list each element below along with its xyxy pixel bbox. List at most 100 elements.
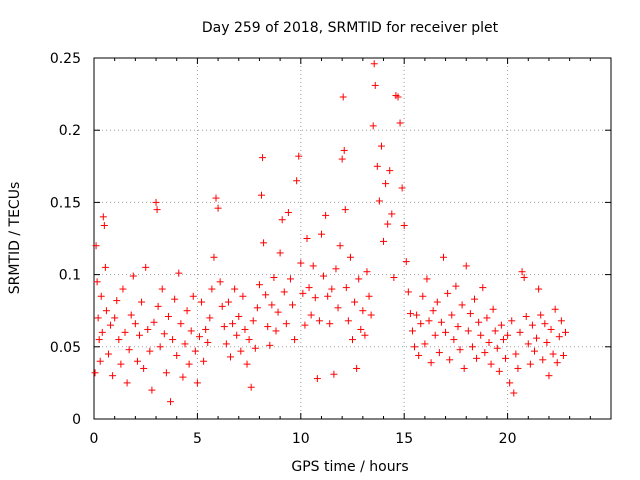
data-point <box>262 291 270 299</box>
data-point <box>97 292 105 300</box>
data-point <box>135 331 143 339</box>
data-point <box>198 298 206 306</box>
data-point <box>481 349 489 357</box>
data-point <box>437 318 445 326</box>
y-tick-label: 0.2 <box>59 123 81 139</box>
plot-frame <box>93 57 612 420</box>
data-point <box>497 321 505 329</box>
y-tick-label: 0.25 <box>50 51 81 67</box>
data-point <box>336 242 344 250</box>
data-point <box>212 194 220 202</box>
data-point <box>156 343 164 351</box>
data-point <box>351 298 359 306</box>
data-point <box>361 331 369 339</box>
data-point <box>307 311 315 319</box>
data-point <box>528 321 536 329</box>
data-point <box>202 325 210 333</box>
data-point <box>102 307 110 315</box>
data-point <box>129 272 137 280</box>
data-point <box>460 364 468 372</box>
data-point <box>400 222 408 230</box>
data-point <box>100 222 108 230</box>
data-point <box>167 398 175 406</box>
data-point <box>533 334 541 342</box>
data-point <box>93 278 101 286</box>
data-point <box>370 60 378 68</box>
data-point <box>303 235 311 242</box>
data-point <box>545 372 553 380</box>
data-point <box>99 213 107 221</box>
data-point <box>427 359 435 367</box>
data-point <box>107 321 115 329</box>
data-point <box>301 321 309 329</box>
data-point <box>382 180 390 188</box>
data-point <box>522 312 530 320</box>
data-point <box>371 81 379 89</box>
x-tick-label: 20 <box>499 431 517 447</box>
data-point <box>458 301 466 309</box>
data-point <box>222 340 230 348</box>
data-point <box>423 275 431 283</box>
data-point <box>516 328 524 336</box>
y-tick-label: 0.05 <box>50 340 81 356</box>
data-point <box>419 292 427 300</box>
data-point <box>394 93 402 101</box>
data-point <box>171 295 179 303</box>
data-point <box>464 327 472 335</box>
data-point <box>328 285 336 293</box>
data-point <box>239 292 247 300</box>
data-point <box>191 347 199 355</box>
data-point <box>557 317 565 325</box>
data-point <box>450 336 458 344</box>
data-point <box>164 312 172 320</box>
data-point <box>187 327 195 335</box>
data-point <box>270 273 278 281</box>
data-point <box>499 336 507 344</box>
data-point <box>98 328 106 336</box>
axes: 0 5 10 15 20 0 0.05 0.1 0.15 0.2 0.25 <box>50 51 612 447</box>
data-point <box>140 364 148 372</box>
data-point <box>446 356 454 364</box>
data-point <box>297 259 305 267</box>
data-point <box>367 311 375 319</box>
data-point <box>146 347 154 355</box>
data-point <box>341 206 349 214</box>
chart-title: Day 259 of 2018, SRMTID for receiver ple… <box>202 20 499 36</box>
data-point <box>286 275 294 283</box>
data-point <box>553 359 561 367</box>
data-point <box>162 369 170 377</box>
data-point <box>189 292 197 300</box>
data-point <box>320 272 328 280</box>
data-point <box>433 298 441 306</box>
data-point <box>142 263 150 271</box>
data-point <box>415 351 423 359</box>
data-point <box>175 269 183 277</box>
data-point <box>260 239 268 247</box>
data-point <box>408 327 416 335</box>
data-point <box>342 284 350 292</box>
data-point <box>109 372 117 380</box>
data-point <box>235 312 243 320</box>
data-point <box>206 314 214 322</box>
data-point <box>384 220 392 228</box>
data-point <box>462 262 470 270</box>
data-point <box>442 328 450 336</box>
data-point <box>493 344 501 352</box>
data-point <box>468 343 476 351</box>
data-point <box>204 338 212 346</box>
data-point <box>346 253 354 261</box>
data-point <box>183 307 191 315</box>
data-point <box>94 314 102 322</box>
data-point <box>555 333 563 341</box>
data-point <box>473 354 481 362</box>
y-axis-label: SRMTID / TECUs <box>7 182 23 295</box>
data-point <box>375 197 383 205</box>
data-point <box>144 325 152 333</box>
data-point <box>264 323 272 331</box>
data-point <box>237 347 245 355</box>
data-point <box>160 330 168 338</box>
data-point <box>425 317 433 325</box>
data-point <box>489 305 497 313</box>
data-point <box>390 273 398 281</box>
